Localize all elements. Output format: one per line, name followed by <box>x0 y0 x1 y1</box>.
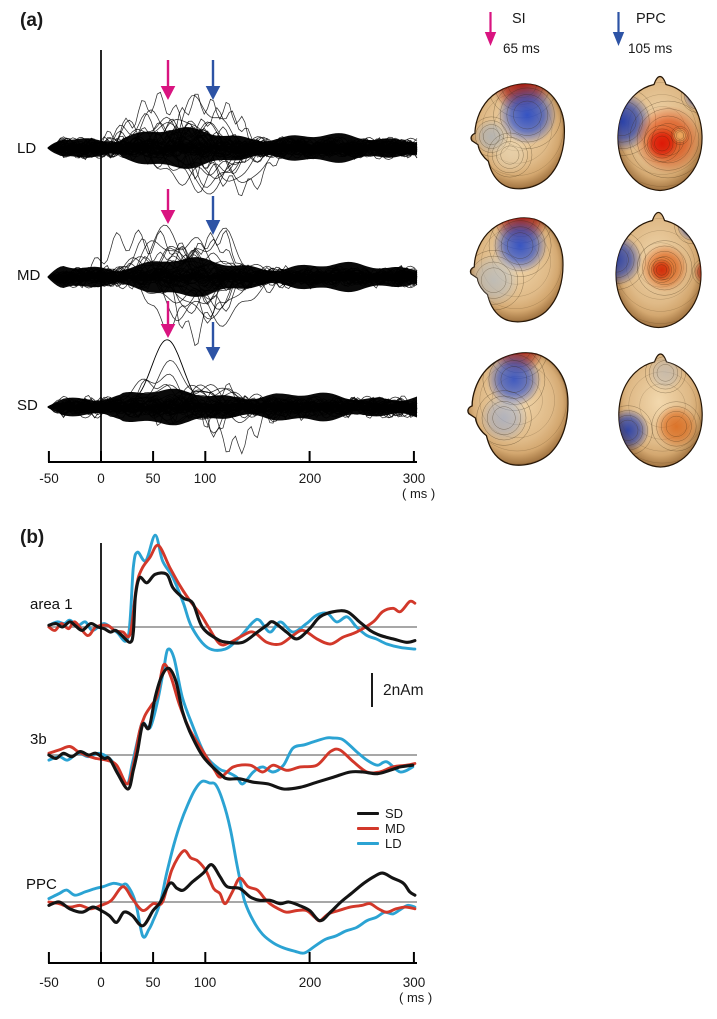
source-label-PPC: PPC <box>26 876 57 893</box>
panel-a-butterfly-plot <box>47 50 418 463</box>
axis-tick-label-300: 300 <box>402 975 426 990</box>
axis-tick-label-200: 200 <box>298 975 322 990</box>
scale-bar-label: 2nAm <box>383 682 424 699</box>
panel-b-label: (b) <box>20 527 45 548</box>
axis-tick-label-50: 50 <box>145 975 161 990</box>
condition-label-sd: SD <box>17 397 38 414</box>
si-arrow-icon-ld <box>160 60 176 100</box>
head-map-ppc-sd <box>618 353 703 468</box>
legend-label-ld: LD <box>385 836 402 851</box>
source-label-3b: 3b <box>30 731 47 748</box>
head-map-si-sd <box>467 352 569 466</box>
condition-legend: SD MD LD <box>357 806 405 851</box>
butterfly-traces-2 <box>47 339 418 455</box>
waveform-PPC-sd <box>47 863 417 928</box>
waveform-PPC-md <box>47 849 417 923</box>
axis-tick-label-100: 100 <box>193 471 217 486</box>
axis-tick-label-200: 200 <box>298 471 322 486</box>
head-map-si-md <box>469 217 564 323</box>
head-map-si-ld <box>470 83 565 190</box>
legend-swatch-ld <box>357 841 379 846</box>
condition-label-ld: LD <box>17 140 37 157</box>
head-map-ppc-ld <box>617 75 703 192</box>
panel-a-axis-unit: ( ms ) <box>402 486 436 501</box>
ppc-arrow-icon-md <box>205 196 221 235</box>
legend-label-md: MD <box>385 821 406 836</box>
waveform-3b-sd <box>47 666 415 791</box>
head-map-ppc-md <box>615 211 702 329</box>
axis-tick-label-0: 0 <box>97 975 105 990</box>
ppc-marker-time: 105 ms <box>628 41 673 56</box>
legend-swatch-sd <box>357 811 379 816</box>
panel-b-source-waveforms <box>47 533 417 964</box>
waveform-PPC-ld <box>47 779 417 955</box>
legend-item-sd: SD <box>357 806 405 821</box>
ppc-arrow-icon-sd <box>205 322 221 361</box>
ppc-arrow-icon-ld <box>205 60 221 100</box>
waveform-area-1-ld <box>47 533 417 652</box>
axis-tick-label-0: 0 <box>97 471 105 486</box>
panel-b-axis-unit: ( ms ) <box>399 990 433 1005</box>
waveform-3b-md <box>47 662 417 786</box>
waveform-3b-ld <box>47 647 415 786</box>
ppc-marker-label: PPC <box>636 11 666 27</box>
si-arrow-icon-sd <box>160 301 176 338</box>
ppc-arrow-icon <box>612 12 625 46</box>
legend-item-ld: LD <box>357 836 405 851</box>
time-axis-a <box>47 451 417 463</box>
axis-tick-label-100: 100 <box>193 975 217 990</box>
si-arrow-icon-md <box>160 189 176 224</box>
axis-tick-label--50: -50 <box>39 471 59 486</box>
si-arrow-icon <box>484 12 497 46</box>
legend-label-sd: SD <box>385 806 404 821</box>
legend-item-md: MD <box>357 821 405 836</box>
si-marker-time: 65 ms <box>503 41 540 56</box>
source-label-area-1: area 1 <box>30 596 73 613</box>
butterfly-traces-0 <box>47 91 418 197</box>
condition-label-md: MD <box>17 267 41 284</box>
si-marker-label: SI <box>512 11 526 27</box>
panel-a-label: (a) <box>20 10 44 31</box>
axis-tick-label-300: 300 <box>402 471 426 486</box>
time-axis-b <box>47 952 417 964</box>
axis-tick-label-50: 50 <box>145 471 161 486</box>
waveform-area-1-sd <box>47 571 417 645</box>
legend-swatch-md <box>357 826 379 831</box>
axis-tick-label--50: -50 <box>39 975 59 990</box>
butterfly-traces-1 <box>47 224 418 347</box>
